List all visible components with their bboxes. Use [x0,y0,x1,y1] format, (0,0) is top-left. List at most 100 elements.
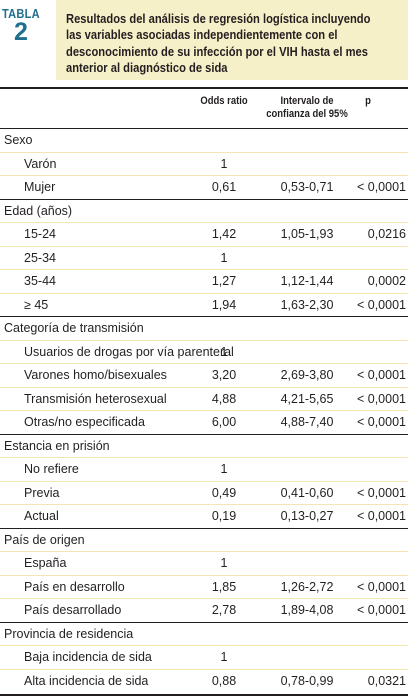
odds-ratio-cell: 2,78 [211,603,237,617]
category-label: Categoría de transmisión [4,321,144,335]
odds-ratio-cell: 1 [220,462,228,476]
p-value-cell: < 0,0001 [356,485,406,500]
odds-ratio-cell: 0,19 [211,509,237,523]
odds-ratio-cell: 0,61 [211,180,237,194]
table-row: Varones homo/bisexuales 3,20 2,69-3,80 < 0,… [0,363,408,388]
p-value-cell: 0,0216 [367,227,406,241]
table-row: Usuarios de drogas por vía parenteral 1 [0,339,408,365]
p-value-cell: 0,0321 [367,673,406,688]
row-label: 25-34 [24,250,56,265]
row-label: No refiere [24,462,79,476]
row-label: Otras/no especificada [24,415,145,429]
confidence-interval-cell: 4,21-5,65 [280,391,334,406]
odds-ratio-cell: 3,20 [211,368,237,382]
header-odds-ratio: Odds ratio [200,95,248,107]
table-row: ≥ 45 1,94 1,63-2,30 < 0,0001 [0,292,408,318]
category-row: Sexo [0,128,408,153]
header-top-rule [0,87,408,89]
odds-ratio-cell: 1,27 [211,274,237,288]
row-label: Usuarios de drogas por vía parenteral [24,344,234,359]
row-label: Baja incidencia de sida [24,650,152,664]
table-label-word: TABLA [2,6,40,21]
category-label: Edad (años) [4,203,73,218]
table-bottom-rule [0,694,408,696]
table-label-number: 2 [14,18,28,46]
odds-ratio-cell: 1 [220,344,228,359]
category-row: Estancia en prisión [0,433,408,459]
odds-ratio-cell: 1 [220,156,228,171]
odds-ratio-cell: 6,00 [211,415,237,429]
confidence-interval-cell: 1,05-1,93 [280,227,334,241]
p-value-cell: < 0,0001 [356,415,406,429]
confidence-interval-cell: 4,88-7,40 [280,415,334,429]
category-row: País de origen [0,527,408,553]
confidence-interval-cell: 1,63-2,30 [280,297,334,312]
p-value-cell: 0,0002 [367,274,406,288]
table-row: Baja incidencia de sida 1 [0,645,408,670]
row-label: Previa [24,485,60,500]
row-label: Varones homo/bisexuales [24,368,167,382]
table-row: País en desarrollo 1,85 1,26-2,72 < 0,0001 [0,574,408,600]
table-row: 35-44 1,27 1,12-1,44 0,0002 [0,269,408,294]
category-label: Sexo [4,133,33,147]
row-label: País en desarrollo [24,579,125,594]
row-label: Mujer [24,180,56,194]
odds-ratio-cell: 1,42 [211,227,237,241]
row-label: 15-24 [24,227,56,241]
confidence-interval-cell: 0,53-0,71 [280,180,334,194]
category-label: País de origen [4,532,85,547]
confidence-interval-cell: 0,41-0,60 [280,485,334,500]
p-value-cell: < 0,0001 [356,579,406,594]
header-confidence-interval: Intervalo de confianza del 95% [266,95,348,120]
category-row: Categoría de transmisión [0,316,408,341]
category-label: Estancia en prisión [4,438,110,453]
row-label: ≥ 45 [24,297,49,312]
odds-ratio-cell: 1 [220,650,228,664]
confidence-interval-cell: 1,12-1,44 [280,274,334,288]
p-value-cell: < 0,0001 [356,603,406,617]
odds-ratio-cell: 0,49 [211,485,237,500]
table-row: Otras/no especificada 6,00 4,88-7,40 < 0,00… [0,410,408,435]
row-label: Actual [24,509,59,523]
table-label: TABLA 2 [0,0,52,78]
row-label: País desarrollado [24,603,122,617]
p-value-cell: < 0,0001 [356,297,406,312]
row-label: Varón [24,156,57,171]
table-row: Mujer 0,61 0,53-0,71 < 0,0001 [0,175,408,200]
row-label: España [24,556,67,570]
table-row: 25-34 1 [0,245,408,271]
confidence-interval-cell: 1,89-4,08 [280,603,334,617]
table-row: Previa 0,49 0,41-0,60 < 0,0001 [0,480,408,506]
table-row: Actual 0,19 0,13-0,27 < 0,0001 [0,504,408,529]
row-label: Alta incidencia de sida [24,673,149,688]
confidence-interval-cell: 1,26-2,72 [280,579,334,594]
category-row: Provincia de residencia [0,621,408,647]
p-value-cell: < 0,0001 [356,180,406,194]
p-value-cell: < 0,0001 [356,391,406,406]
table-row: 15-24 1,42 1,05-1,93 0,0216 [0,222,408,247]
p-value-cell: < 0,0001 [356,368,406,382]
table-title: Resultados del análisis de regresión log… [66,11,371,75]
category-label: Provincia de residencia [4,626,134,641]
table-row: No refiere 1 [0,457,408,482]
confidence-interval-cell: 0,78-0,99 [280,673,334,688]
table-row: Alta incidencia de sida 0,88 0,78-0,99 0,03… [0,668,408,694]
table-row: España 1 [0,551,408,576]
category-row: Edad (años) [0,198,408,224]
odds-ratio-cell: 1,94 [211,297,237,312]
header-p-value: p [365,95,371,107]
p-value-cell: < 0,0001 [356,509,406,523]
table-row: Transmisión heterosexual 4,88 4,21-5,65 < 0… [0,386,408,412]
odds-ratio-cell: 1 [220,250,228,265]
table-row: País desarrollado 2,78 1,89-4,08 < 0,0001 [0,598,408,623]
odds-ratio-cell: 0,88 [211,673,237,688]
row-label: 35-44 [24,274,56,288]
confidence-interval-cell: 0,13-0,27 [280,509,334,523]
table-title-box: Resultados del análisis de regresión log… [56,0,408,80]
row-label: Transmisión heterosexual [24,391,167,406]
confidence-interval-cell: 2,69-3,80 [280,368,334,382]
odds-ratio-cell: 4,88 [211,391,237,406]
odds-ratio-cell: 1 [220,556,228,570]
odds-ratio-cell: 1,85 [211,579,237,594]
table-row: Varón 1 [0,151,408,177]
